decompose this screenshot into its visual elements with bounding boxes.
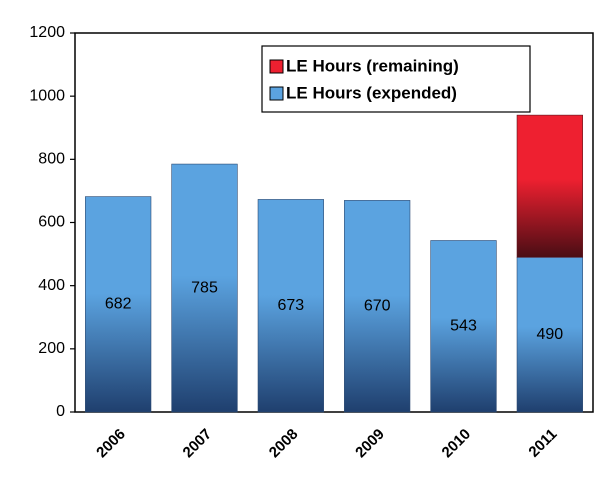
bar-segment bbox=[257, 199, 324, 413]
x-tick-label: 2011 bbox=[525, 426, 560, 461]
x-tick-label: 2007 bbox=[180, 426, 216, 462]
legend-label: LE Hours (expended) bbox=[286, 83, 457, 102]
value-label: 490 bbox=[536, 326, 563, 343]
value-label: 543 bbox=[450, 317, 477, 334]
x-tick-label: 2009 bbox=[352, 426, 388, 462]
y-tick-label: 600 bbox=[38, 214, 65, 231]
value-label: 682 bbox=[105, 296, 132, 313]
legend: LE Hours (remaining) LE Hours (expended) bbox=[261, 45, 531, 113]
y-tick-label: 400 bbox=[38, 277, 65, 294]
y-tick-label: 1000 bbox=[29, 87, 65, 104]
bar-segment bbox=[85, 196, 152, 413]
y-tick-label: 1200 bbox=[29, 24, 65, 41]
legend-swatch bbox=[269, 59, 284, 74]
y-tick-label: 200 bbox=[38, 340, 65, 357]
x-tick-label: 2008 bbox=[266, 426, 302, 462]
x-tick-label: 2010 bbox=[439, 426, 475, 462]
legend-swatch bbox=[269, 86, 284, 101]
bar-segment bbox=[516, 256, 583, 413]
legend-label: LE Hours (remaining) bbox=[286, 56, 459, 75]
bar-segment bbox=[171, 163, 238, 413]
x-tick-label: 2006 bbox=[93, 426, 129, 462]
bar-segment bbox=[344, 200, 411, 413]
bar-segment bbox=[516, 114, 583, 258]
value-label: 785 bbox=[191, 279, 218, 296]
bar-segment bbox=[430, 240, 497, 413]
value-label: 670 bbox=[364, 297, 391, 314]
y-tick-label: 0 bbox=[56, 403, 65, 420]
y-tick-label: 800 bbox=[38, 151, 65, 168]
legend-box bbox=[261, 45, 531, 113]
value-label: 673 bbox=[277, 297, 304, 314]
